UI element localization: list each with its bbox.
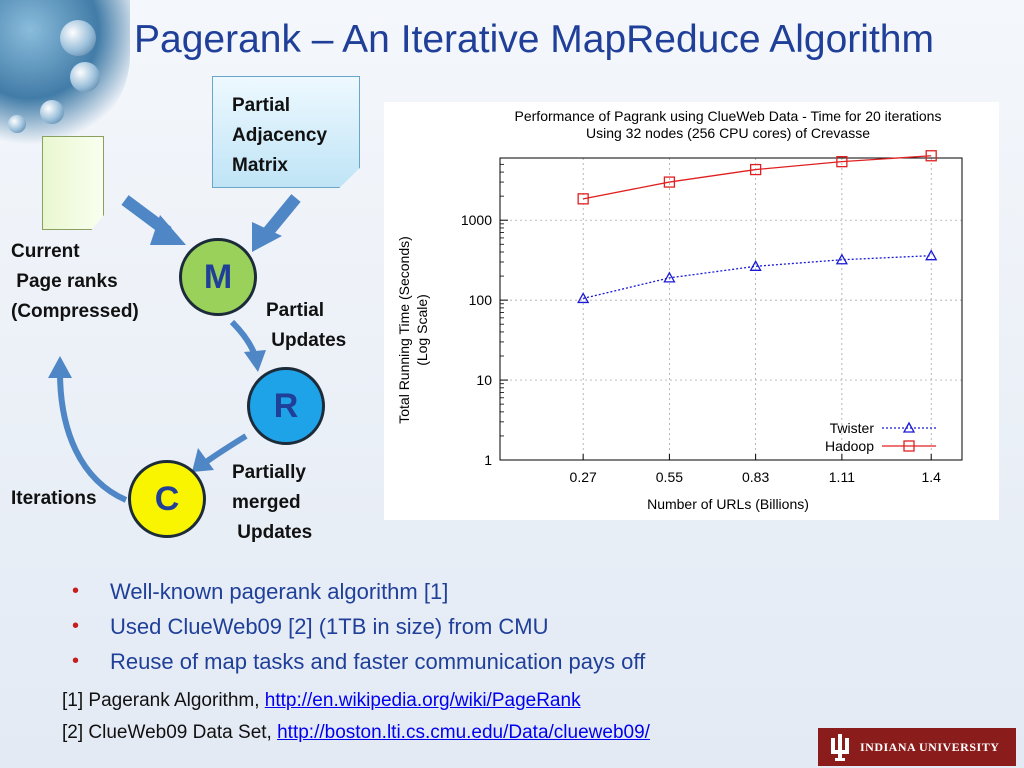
logo-text: INDIANA UNIVERSITY: [860, 739, 1000, 754]
iu-trident-icon: [831, 734, 849, 761]
decor-orb: [8, 115, 26, 133]
y-axis-title: Total Running Time (Seconds): [396, 236, 412, 424]
clueweb-link[interactable]: http://boston.lti.cs.cmu.edu/Data/cluewe…: [277, 722, 650, 743]
decor-orb: [70, 62, 100, 92]
hadoop-point: [836, 156, 848, 168]
plot-area: 0.27 0.55 0.83 1.11 1.4 1 10 100 1000 Twister Hado…: [461, 150, 963, 485]
arrow-r-to-c: [192, 433, 248, 472]
combine-node: C: [128, 460, 206, 538]
adjacency-matrix-label: Partial Adjacency Matrix: [232, 95, 328, 176]
arrow-note-to-m: [252, 194, 301, 252]
bullet-item: • Well-known pagerank algorithm [1]: [70, 574, 770, 609]
hadoop-line: [583, 155, 932, 200]
plot-frame: [499, 157, 963, 461]
reference-1: [1] Pagerank Algorithm, http://en.wikipe…: [62, 690, 581, 712]
chart-subtitle: Using 32 nodes (256 CPU cores) of Crevas…: [586, 125, 870, 141]
reference-2-text: [2] ClueWeb09 Data Set,: [62, 722, 278, 743]
iterations-label: Iterations: [11, 488, 97, 509]
hadoop-point: [749, 163, 762, 176]
bullet-item: • Reuse of map tasks and faster communica…: [70, 644, 770, 679]
decor-orb: [60, 20, 96, 56]
y-tick-label: 1000: [461, 212, 492, 228]
x-tick-label: 0.83: [742, 469, 769, 485]
hadoop-legend-label: Hadoop: [825, 438, 874, 454]
hadoop-legend-marker: [903, 440, 915, 452]
partially-merged-updates-label: Partially merged Updates: [232, 462, 313, 543]
twister-line: [583, 255, 932, 300]
x-tick-label: 0.27: [570, 469, 597, 485]
decor-orb: [40, 100, 64, 124]
reduce-node-label: R: [273, 386, 299, 425]
y-tick-label: 100: [469, 292, 493, 308]
partial-updates-label: Partial Updates: [266, 300, 347, 351]
combine-node-label: C: [154, 479, 180, 518]
y-tick-label: 10: [476, 372, 492, 388]
chart-title: Performance of Pagrank using ClueWeb Dat…: [515, 108, 942, 124]
bullet-item: • Used ClueWeb09 [2] (1TB in size) from C…: [70, 609, 770, 644]
hadoop-point: [925, 150, 937, 162]
chart-panel: Performance of Pagrank using ClueWeb Dat…: [384, 102, 999, 520]
corner-decoration: [0, 0, 130, 145]
twister-point: [663, 271, 676, 283]
twister-legend-label: Twister: [830, 420, 875, 436]
y-tick-label: 1: [484, 452, 492, 468]
x-axis-title: Number of URLs (Billions): [647, 496, 809, 512]
bullet-text: Used ClueWeb09 [2] (1TB in size) from CM…: [110, 614, 549, 639]
document-icon: [42, 136, 104, 230]
twister-point: [749, 259, 762, 271]
twister-point: [835, 253, 848, 265]
arrow-m-to-r: [229, 319, 266, 372]
x-tick-label: 1.11: [829, 469, 855, 485]
slide-title: Pagerank – An Iterative MapReduce Algori…: [134, 18, 934, 61]
x-tick-label: 0.55: [656, 469, 683, 485]
diagram-arrows: [48, 194, 301, 503]
reduce-node: R: [247, 367, 325, 445]
indiana-university-logo: INDIANA UNIVERSITY: [818, 728, 1016, 766]
reference-1-text: [1] Pagerank Algorithm,: [62, 690, 265, 711]
bullet-text: Well-known pagerank algorithm [1]: [110, 579, 449, 604]
bullet-dot: •: [72, 615, 80, 637]
map-node-label: M: [203, 257, 233, 296]
pagerank-wiki-link[interactable]: http://en.wikipedia.org/wiki/PageRank: [264, 690, 581, 711]
arrow-iteration-loop: [48, 356, 128, 503]
note-icon: [212, 76, 360, 188]
twister-point: [925, 249, 938, 261]
hadoop-point: [577, 193, 589, 205]
bullet-dot: •: [72, 580, 80, 602]
map-node: M: [179, 238, 257, 316]
bullet-text: Reuse of map tasks and faster communicat…: [110, 649, 646, 674]
bullet-dot: •: [72, 650, 80, 672]
bullet-list: • Well-known pagerank algorithm [1] • Used…: [70, 574, 770, 679]
twister-point: [577, 292, 590, 304]
pagerank-performance-chart: Performance of Pagrank using ClueWeb Dat…: [396, 108, 963, 512]
y-axis-subtitle: (Log Scale): [414, 294, 430, 366]
x-tick-label: 1.4: [921, 469, 941, 485]
twister-legend-marker: [902, 421, 916, 433]
current-page-ranks-label: Current Page ranks (Compressed): [11, 241, 139, 322]
hadoop-point: [663, 176, 676, 188]
reference-2: [2] ClueWeb09 Data Set, http://boston.lt…: [62, 722, 650, 744]
arrow-doc-to-m: [121, 195, 186, 245]
